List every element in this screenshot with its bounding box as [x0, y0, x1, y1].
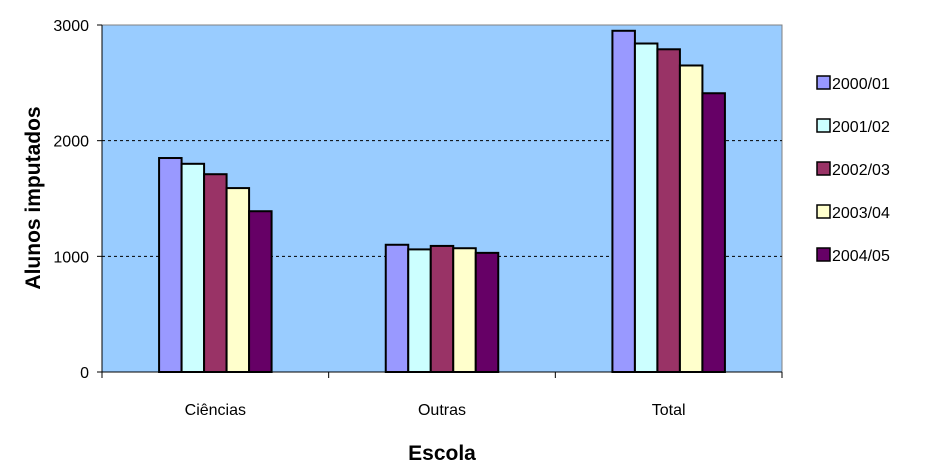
x-tick-label: Ciências: [185, 402, 246, 419]
axes: [97, 24, 783, 378]
y-axis-title: Alunos imputados: [22, 106, 45, 289]
legend-swatch: [816, 75, 831, 90]
bar-2001-02-1: [407, 248, 432, 373]
legend-item: 2003/04: [816, 204, 890, 222]
legend-item: 2000/01: [816, 75, 890, 93]
bar-2000-01-1: [384, 243, 410, 373]
x-tick-label: Total: [652, 402, 686, 419]
bar-2000-01-0: [158, 157, 183, 373]
legend-swatch: [816, 204, 831, 219]
bar-2001-02-0: [180, 162, 206, 373]
legend-item: 2001/02: [816, 118, 890, 136]
legend-swatch: [816, 161, 831, 176]
legend: 2000/01 2001/02 2002/03 2003/04 2004/05: [816, 75, 890, 265]
y-tick-label: 3000: [53, 18, 89, 35]
legend-swatch: [816, 118, 831, 133]
y-tick-label: 0: [80, 365, 89, 382]
legend-label: 2001/02: [832, 119, 890, 136]
legend-label: 2004/05: [832, 248, 890, 265]
bar-2004-05-2: [701, 92, 726, 373]
bar-2002-03-2: [656, 48, 681, 373]
bar-2003-04-2: [678, 64, 704, 373]
legend-label: 2002/03: [832, 162, 890, 179]
legend-item: 2002/03: [816, 161, 890, 179]
x-tick-label: Outras: [418, 402, 466, 419]
bar-2002-03-1: [429, 244, 455, 374]
y-tick-label: 2000: [53, 134, 89, 151]
bar-2003-04-0: [225, 187, 251, 373]
legend-label: 2003/04: [832, 205, 890, 222]
bar-2001-02-2: [633, 42, 659, 374]
bar-2004-05-1: [474, 251, 500, 373]
x-tick-labels: Ciências Outras Total: [185, 402, 686, 419]
bar-2004-05-0: [248, 210, 273, 373]
y-tick-labels: 0 1000 2000 3000: [53, 18, 89, 382]
bar-2003-04-1: [452, 247, 477, 373]
x-axis-title: Escola: [408, 442, 476, 465]
y-tick-label: 1000: [53, 249, 89, 266]
legend-swatch: [816, 247, 831, 262]
legend-item: 2004/05: [816, 247, 890, 265]
legend-label: 2000/01: [832, 76, 890, 93]
bar-2000-01-2: [611, 29, 636, 374]
bar-2002-03-0: [203, 173, 228, 373]
